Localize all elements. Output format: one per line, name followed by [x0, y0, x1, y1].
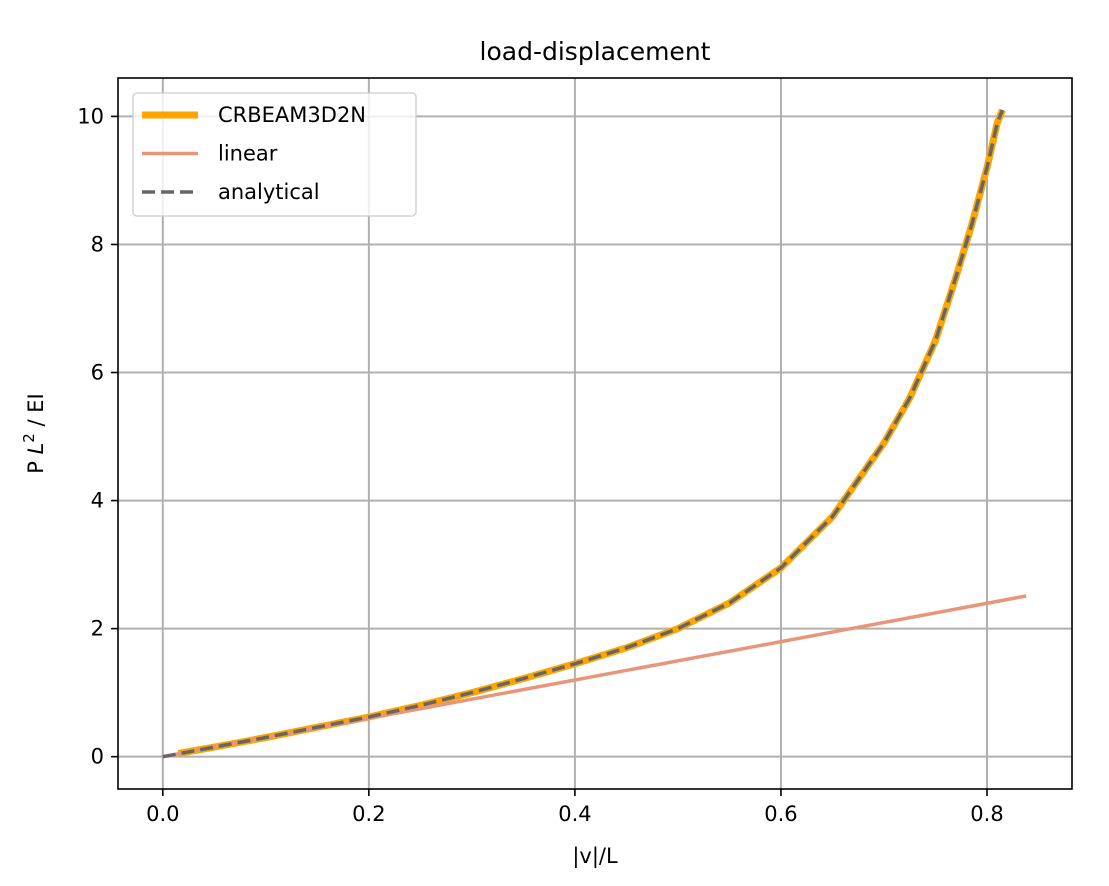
y-tick-label-3: 6 [91, 361, 104, 385]
y-axis-label-prefix: P [24, 454, 48, 473]
series-lines [162, 108, 1027, 759]
legend-label-linear: linear [218, 142, 278, 166]
grid-lines [118, 78, 1072, 789]
x-tick-label-4: 0.8 [970, 802, 1003, 826]
x-tick-label-3: 0.6 [764, 802, 797, 826]
x-tick-label-2: 0.4 [558, 802, 591, 826]
legend-label-crbeam3d2n: CRBEAM3D2N [218, 103, 366, 127]
y-axis-label-superscript: 2 [20, 433, 38, 443]
y-axis-label-suffix: / EI [24, 393, 48, 433]
series-line-linear [162, 594, 1027, 759]
legend-label-analytical: analytical [218, 180, 320, 204]
chart-title: load-displacement [480, 37, 711, 66]
x-tick-label-0: 0.0 [146, 802, 179, 826]
y-tick-label-1: 2 [91, 617, 104, 641]
axis-ticks: 0.0 0.2 0.4 0.6 0.8 0 2 4 6 8 10 [77, 104, 1003, 826]
y-tick-label-4: 8 [91, 232, 104, 256]
y-tick-label-5: 10 [77, 104, 104, 128]
legend: CRBEAM3D2N linear analytical [132, 92, 417, 217]
x-tick-label-1: 0.2 [352, 802, 385, 826]
y-tick-label-2: 4 [91, 489, 104, 513]
legend-box [132, 92, 417, 217]
y-axis-label-symbol: L [24, 443, 48, 455]
y-axis-label: P L2 / EI [20, 393, 48, 473]
y-tick-label-0: 0 [91, 745, 104, 769]
plot-frame [117, 77, 1073, 790]
series-line-analytical [162, 109, 1005, 759]
x-axis-label: |v|/L [572, 844, 618, 869]
